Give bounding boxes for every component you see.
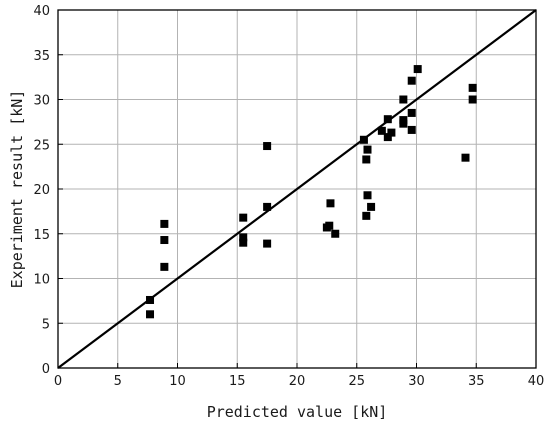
data-point bbox=[363, 145, 372, 154]
x-tick-label: 5 bbox=[114, 374, 122, 389]
data-point bbox=[263, 202, 272, 211]
data-point bbox=[387, 128, 396, 137]
data-point bbox=[325, 221, 334, 230]
x-tick-label: 40 bbox=[528, 374, 545, 389]
data-point bbox=[461, 153, 470, 162]
data-point bbox=[413, 65, 422, 74]
data-point bbox=[326, 199, 335, 208]
data-point bbox=[383, 133, 392, 142]
x-tick-label: 35 bbox=[468, 374, 485, 389]
x-tick-label: 10 bbox=[169, 374, 186, 389]
data-point bbox=[146, 310, 155, 319]
y-tick-label: 10 bbox=[33, 273, 50, 288]
data-point bbox=[407, 125, 416, 134]
x-tick-label: 20 bbox=[289, 374, 306, 389]
data-point bbox=[399, 119, 408, 128]
data-points bbox=[146, 65, 477, 319]
x-axis-title: Predicted value [kN] bbox=[207, 403, 388, 421]
x-tick-label: 30 bbox=[408, 374, 425, 389]
data-point bbox=[263, 239, 272, 248]
tick-labels: 0 5 10 15 20 25 30 35 40 0 5 10 15 20 25 30 35 40 bbox=[33, 4, 544, 389]
data-point bbox=[399, 95, 408, 104]
data-point bbox=[367, 202, 376, 211]
data-point bbox=[407, 108, 416, 117]
data-point bbox=[383, 115, 392, 124]
data-point bbox=[362, 155, 371, 164]
data-point bbox=[377, 126, 386, 135]
data-point bbox=[359, 135, 368, 144]
reference-line-y-equals-x bbox=[57, 9, 537, 369]
y-tick-label: 20 bbox=[33, 183, 50, 198]
y-tick-label: 40 bbox=[33, 4, 50, 19]
x-tick-label: 25 bbox=[348, 374, 365, 389]
x-tick-label: 15 bbox=[229, 374, 246, 389]
y-tick-label: 0 bbox=[42, 362, 50, 377]
y-tick-label: 15 bbox=[33, 228, 50, 243]
data-point bbox=[407, 76, 416, 85]
y-tick-label: 25 bbox=[33, 138, 50, 153]
y-tick-label: 5 bbox=[42, 317, 50, 332]
data-point bbox=[239, 213, 248, 222]
y-axis-title: Experiment result [kN] bbox=[8, 90, 26, 289]
data-point bbox=[160, 236, 169, 245]
data-point bbox=[468, 83, 477, 92]
data-point bbox=[146, 295, 155, 304]
axis-ticks bbox=[57, 9, 537, 369]
data-point bbox=[160, 219, 169, 228]
y-tick-label: 30 bbox=[33, 94, 50, 109]
data-point bbox=[160, 262, 169, 271]
data-point bbox=[263, 142, 272, 151]
y-tick-label: 35 bbox=[33, 49, 50, 64]
data-point bbox=[239, 233, 248, 242]
x-tick-label: 0 bbox=[54, 374, 62, 389]
data-point bbox=[331, 229, 340, 238]
data-point bbox=[239, 238, 248, 247]
data-point bbox=[363, 191, 372, 200]
data-point bbox=[362, 211, 371, 220]
data-point bbox=[468, 95, 477, 104]
